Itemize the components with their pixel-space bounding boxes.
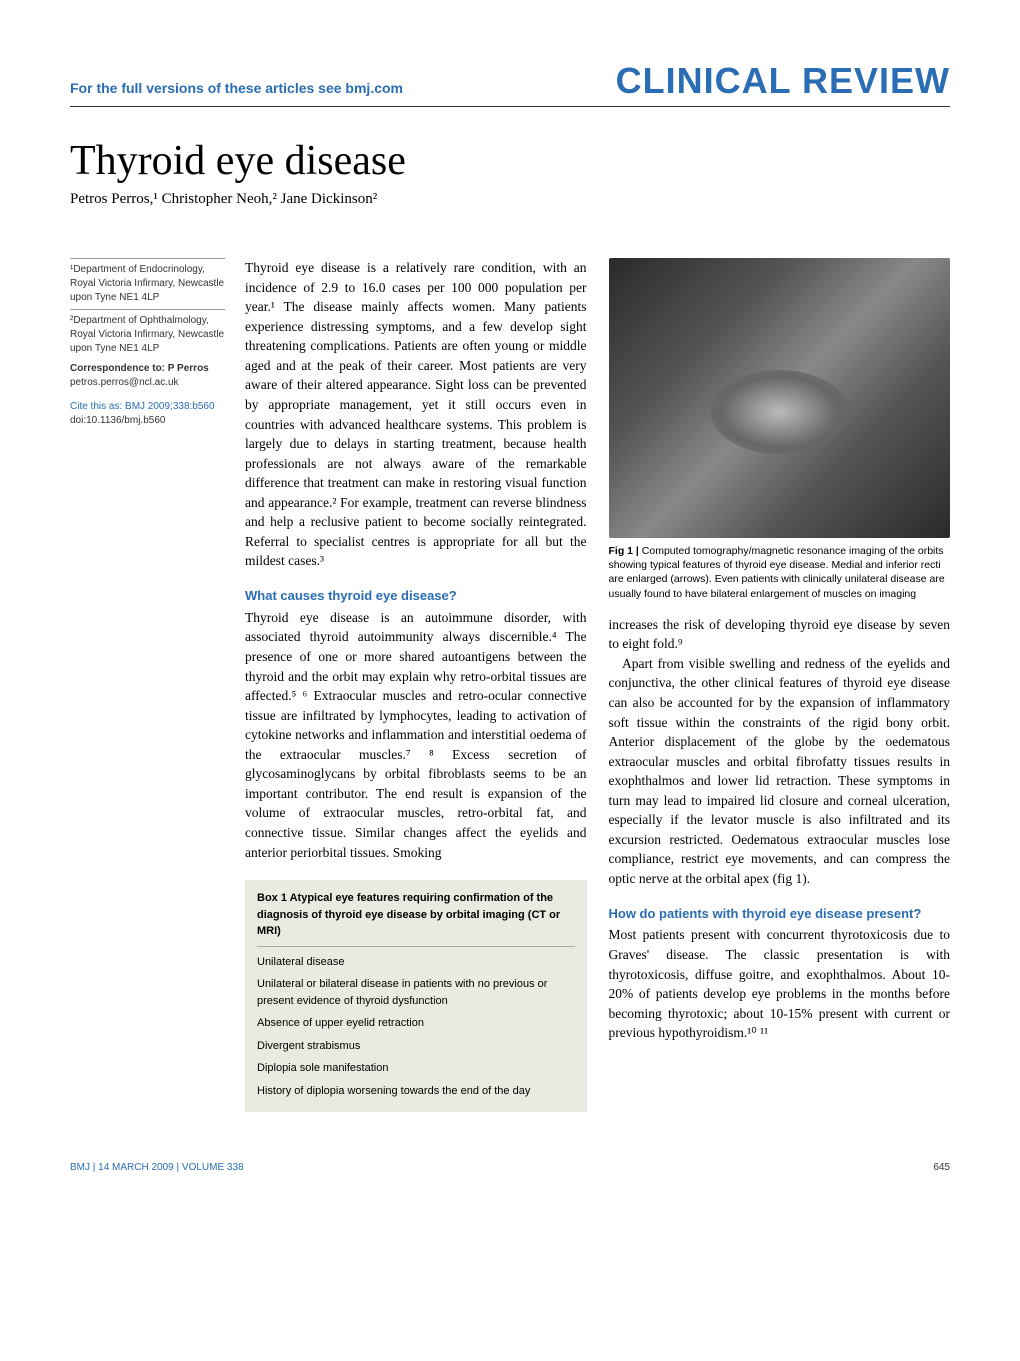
causes-paragraph: Thyroid eye disease is an autoimmune dis… [245, 608, 587, 862]
section-title: CLINICAL REVIEW [616, 60, 950, 102]
box-1-item: Unilateral disease [257, 951, 575, 974]
affiliation-1: ¹Department of Endocrinology, Royal Vict… [70, 258, 225, 305]
col2-p1: increases the risk of developing thyroid… [609, 615, 951, 654]
figure-1-caption: Fig 1 | Computed tomography/magnetic res… [609, 544, 951, 601]
figure-1: Fig 1 | Computed tomography/magnetic res… [609, 258, 951, 601]
box-1-title: Box 1 Atypical eye features requiring co… [257, 890, 575, 947]
box-1-item: History of diplopia worsening towards th… [257, 1080, 575, 1103]
header-bar: For the full versions of these articles … [70, 60, 950, 107]
content-wrap: ¹Department of Endocrinology, Royal Vict… [70, 258, 950, 1112]
present-heading: How do patients with thyroid eye disease… [609, 905, 951, 924]
column-left: Thyroid eye disease is a relatively rare… [245, 258, 587, 1112]
intro-paragraph: Thyroid eye disease is a relatively rare… [245, 258, 587, 571]
box-1-item: Diplopia sole manifestation [257, 1057, 575, 1080]
box-1-item: Absence of upper eyelid retraction [257, 1012, 575, 1035]
citation: Cite this as: BMJ 2009;338:b560 [70, 400, 225, 414]
figure-1-image [609, 258, 951, 538]
box-1: Box 1 Atypical eye features requiring co… [245, 880, 587, 1112]
correspondence-label: Correspondence to: P Perros [70, 362, 225, 376]
footer-page-number: 645 [933, 1162, 950, 1173]
footer-left: BMJ | 14 MARCH 2009 | VOLUME 338 [70, 1162, 244, 1173]
correspondence-email: petros.perros@ncl.ac.uk [70, 376, 225, 390]
doi: doi:10.1136/bmj.b560 [70, 414, 225, 428]
col2-p2: Apart from visible swelling and redness … [609, 654, 951, 889]
box-1-item: Unilateral or bilateral disease in patie… [257, 973, 575, 1012]
figure-1-caption-text: Computed tomography/magnetic resonance i… [609, 545, 945, 600]
present-paragraph: Most patients present with concurrent th… [609, 925, 951, 1042]
article-title: Thyroid eye disease [70, 137, 950, 185]
sidebar: ¹Department of Endocrinology, Royal Vict… [70, 258, 225, 1112]
box-1-item: Divergent strabismus [257, 1035, 575, 1058]
affiliation-2: ²Department of Ophthalmology, Royal Vict… [70, 309, 225, 356]
full-versions-note: For the full versions of these articles … [70, 80, 403, 96]
column-right: Fig 1 | Computed tomography/magnetic res… [609, 258, 951, 1112]
authors: Petros Perros,¹ Christopher Neoh,² Jane … [70, 191, 950, 208]
figure-1-label: Fig 1 | [609, 545, 639, 557]
causes-heading: What causes thyroid eye disease? [245, 587, 587, 606]
footer: BMJ | 14 MARCH 2009 | VOLUME 338 645 [70, 1162, 950, 1173]
main-columns: Thyroid eye disease is a relatively rare… [245, 258, 950, 1112]
